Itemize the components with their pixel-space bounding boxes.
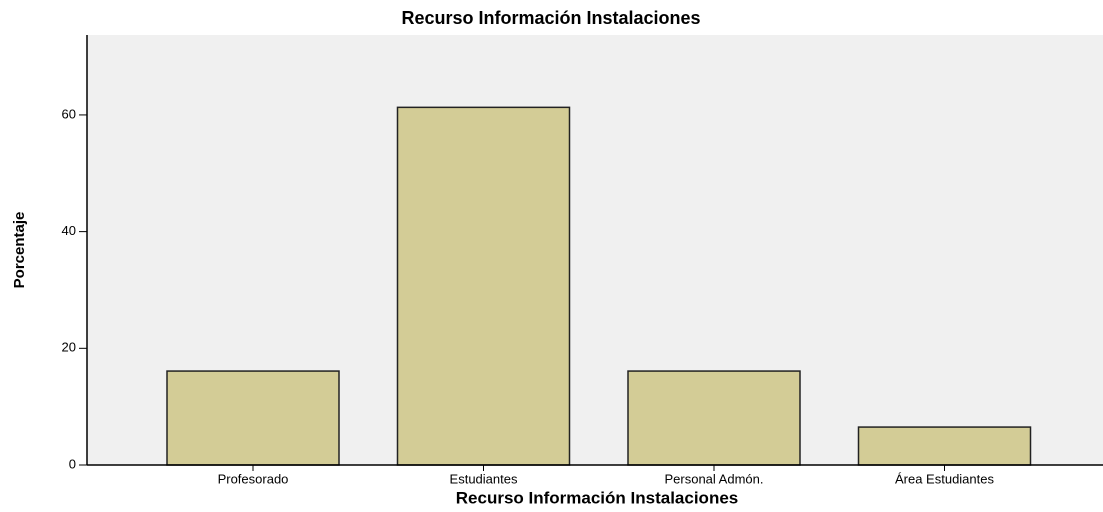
x-tick-label: Área Estudiantes <box>895 471 995 486</box>
y-tick-label: 0 <box>69 456 76 471</box>
bar <box>396 106 571 466</box>
y-tick-label: 20 <box>62 340 76 355</box>
chart-title: Recurso Información Instalaciones <box>401 8 700 28</box>
y-tick-label: 60 <box>62 106 76 121</box>
bar <box>857 426 1032 466</box>
bar <box>627 370 801 466</box>
y-tick-label: 40 <box>62 223 76 238</box>
x-tick-label: Personal Admón. <box>664 471 763 486</box>
bar <box>166 370 340 466</box>
y-axis-label: Porcentaje <box>11 212 28 289</box>
x-axis-label: Recurso Información Instalaciones <box>456 488 738 507</box>
x-tick-label: Profesorado <box>218 471 289 486</box>
x-tick-label: Estudiantes <box>450 471 518 486</box>
